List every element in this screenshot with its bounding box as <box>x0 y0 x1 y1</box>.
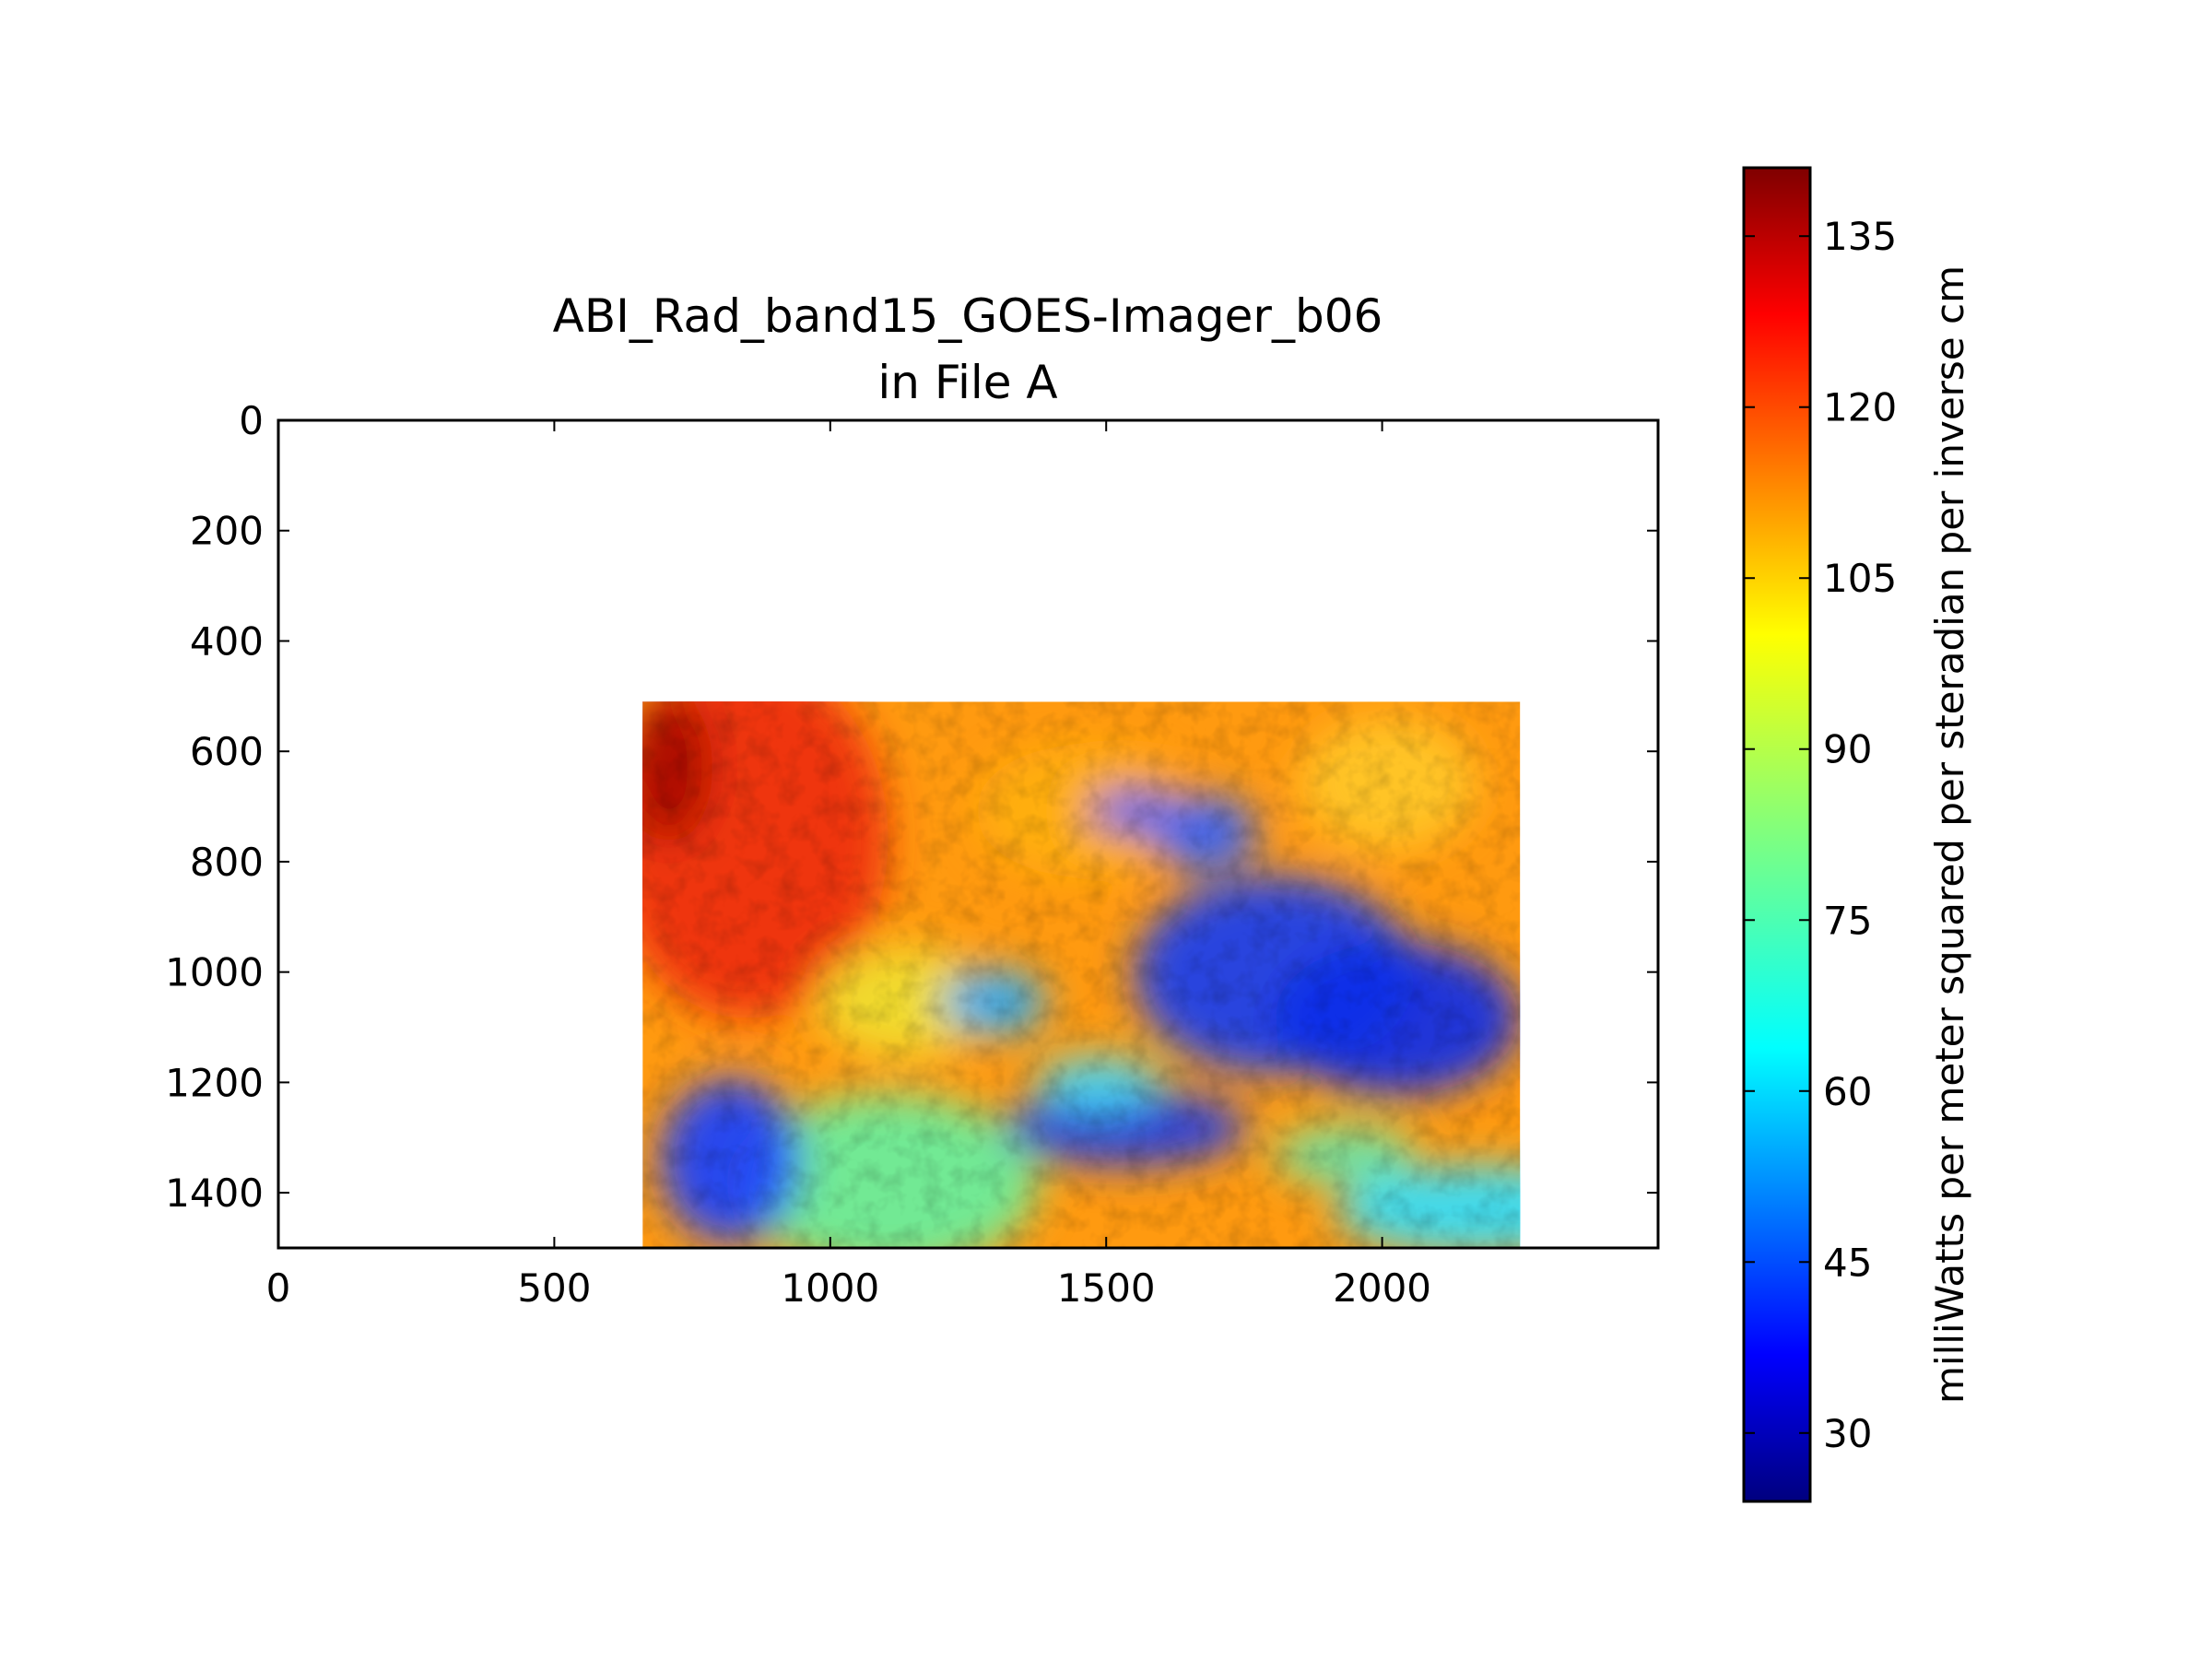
y-tick-label: 400 <box>190 618 264 664</box>
colorbar-tick-label: 135 <box>1823 214 1897 259</box>
x-tick-label: 0 <box>266 1265 291 1311</box>
colorbar-tick-label: 45 <box>1823 1240 1872 1285</box>
colorbar-tick-label: 105 <box>1823 556 1897 601</box>
y-tick-label: 1200 <box>165 1060 264 1105</box>
y-tick-label: 800 <box>190 840 264 885</box>
y-tick-label: 1000 <box>165 950 264 995</box>
plot-frame <box>276 418 1660 1250</box>
colorbar-tick-label: 30 <box>1823 1411 1872 1456</box>
heatmap-image <box>642 701 1521 1248</box>
colorbar-label: milliWatts per meter squared per steradi… <box>1927 265 1972 1404</box>
colorbar-tick-label: 75 <box>1823 898 1872 943</box>
colorbar-ticks: 30 45 60 75 90 105 120 135 <box>1744 214 1897 1456</box>
x-tick-label: 1000 <box>781 1265 879 1311</box>
colorbar <box>1742 166 1812 1503</box>
y-axis: 0 200 400 600 800 1000 1200 1400 <box>165 398 1658 1216</box>
x-tick-label: 1500 <box>1057 1265 1156 1311</box>
y-tick-label: 1400 <box>165 1171 264 1216</box>
y-tick-label: 600 <box>190 729 264 774</box>
x-tick-label: 500 <box>517 1265 591 1311</box>
x-tick-label: 2000 <box>1333 1265 1431 1311</box>
x-axis: 0 500 1000 1500 2000 <box>266 420 1431 1311</box>
colorbar-tick-label: 60 <box>1823 1069 1872 1114</box>
y-tick-label: 0 <box>239 398 264 443</box>
y-tick-label: 200 <box>190 509 264 554</box>
chart-title-line2: in File A <box>877 356 1057 409</box>
colorbar-tick-label: 120 <box>1823 385 1897 430</box>
chart-title-line1: ABI_Rad_band15_GOES-Imager_b06 <box>553 289 1383 343</box>
colorbar-tick-label: 90 <box>1823 727 1872 772</box>
